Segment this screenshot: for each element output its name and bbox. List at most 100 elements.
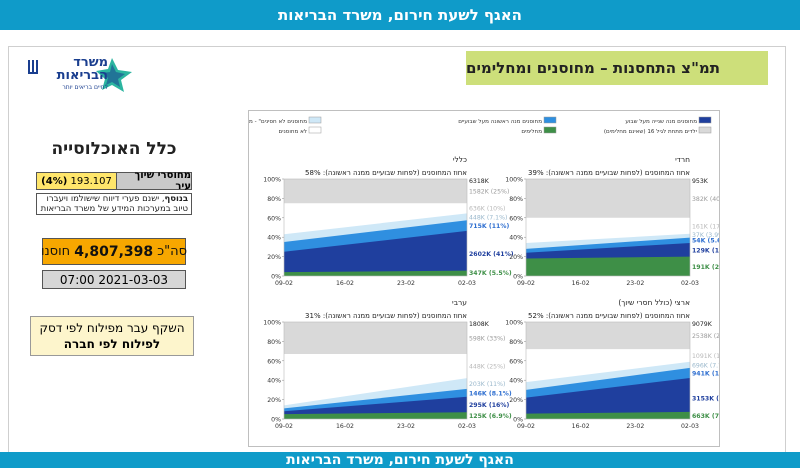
data-label: 953K: [692, 178, 709, 185]
total-vaccinated: סה"כ 4,807,398 חוסנו: [41, 238, 188, 265]
y-tick-label: 20%: [267, 254, 281, 261]
chart-title: ארצי (כולל חסרי שיוך): [618, 298, 690, 307]
x-tick-label: 09-02: [275, 280, 293, 287]
slide-frame: [8, 46, 786, 453]
legend-label: "מחוסנים לא חסינים" - מנה ראשונה עד שבוע…: [249, 118, 307, 125]
x-tick-label: 16-02: [572, 280, 590, 287]
chart-subtitle: אחוז המחוסנים (לפחות שבועיים ממנה ראשונה…: [305, 312, 467, 320]
area-band: [526, 256, 690, 276]
x-tick-label: 23-02: [397, 423, 415, 430]
y-tick-label: 60%: [267, 215, 281, 222]
legend-label: ילדים מתחת לגיל 16 (שאינם מחלימים): [604, 128, 697, 135]
x-tick-label: 02-03: [458, 280, 476, 287]
y-tick-label: 0%: [513, 274, 523, 281]
data-label: 1091K (12%): [692, 353, 719, 360]
total-prefix: סה"כ: [157, 244, 188, 259]
data-label: 715K (11%): [469, 223, 510, 230]
data-label: 448K (25%): [469, 364, 505, 371]
data-label: 125K (6.9%): [469, 413, 512, 420]
legend-swatch: [543, 116, 557, 124]
population-heading: כלל האוכלוסייה: [51, 139, 177, 159]
data-label: 129K (14%): [692, 247, 719, 254]
x-tick-label: 23-02: [626, 423, 644, 430]
y-tick-label: 20%: [509, 254, 523, 261]
data-label: 161K (17%): [692, 224, 719, 231]
x-tick-label: 02-03: [458, 423, 476, 430]
chart-subtitle: אחוז המחוסנים (לפחות שבועיים ממנה ראשונה…: [528, 169, 690, 177]
area-band: [284, 230, 467, 276]
legend-swatch: [308, 126, 322, 134]
footer-bar: האגף לשעת חירום, משרד הבריאות: [0, 452, 800, 468]
unassigned-label: מחוסרי שיוך עיר: [116, 170, 192, 192]
x-tick-label: 16-02: [336, 280, 354, 287]
report-date: 07:00 2021-03-03: [42, 270, 186, 289]
x-tick-label: 09-02: [517, 280, 535, 287]
page-title-text: תמ"צ התחסנות – מחוסנים ומחלימים: [466, 59, 721, 77]
data-label: 146K (8.1%): [469, 390, 512, 397]
y-tick-label: 60%: [509, 358, 523, 365]
notice-line2: לפילוח לפי חברה: [63, 337, 161, 351]
logo-wordmark: משרד הבריאות: [40, 56, 108, 82]
y-tick-label: 0%: [271, 417, 281, 424]
ministry-logo-icon: [28, 58, 132, 92]
x-tick-label: 23-02: [626, 280, 644, 287]
area-band: [526, 411, 690, 419]
logo-line1: משרד: [73, 55, 108, 70]
x-tick-label: 02-03: [681, 280, 699, 287]
data-label: 1582K (25%): [469, 189, 509, 196]
y-tick-label: 100%: [263, 320, 281, 327]
x-tick-label: 09-02: [275, 423, 293, 430]
y-tick-label: 0%: [513, 417, 523, 424]
y-tick-label: 40%: [509, 378, 523, 385]
data-label: 2538K (28%): [692, 333, 719, 340]
logo-tagline: לחיים בריאים יותר: [62, 84, 108, 91]
y-tick-label: 80%: [267, 196, 281, 203]
y-tick-label: 100%: [505, 177, 523, 184]
x-tick-label: 02-03: [681, 423, 699, 430]
chart-title: ערבי: [452, 298, 467, 307]
y-tick-label: 20%: [267, 397, 281, 404]
y-tick-label: 80%: [509, 339, 523, 346]
area-band: [284, 270, 467, 276]
legend-label: לא מחוסנים: [278, 128, 307, 135]
y-tick-label: 80%: [509, 196, 523, 203]
data-label: 636K (10%): [469, 206, 505, 213]
chart-subtitle: אחוז המחוסנים (לפחות שבועיים ממנה ראשונה…: [305, 169, 467, 177]
chart-title: חרדי: [675, 155, 690, 164]
data-label: 941K (10%): [692, 370, 719, 377]
page-title: תמ"צ התחסנות – מחוסנים ומחלימים: [466, 51, 768, 85]
legend-swatch: [698, 126, 712, 134]
breakdown-notice: השקף עבר מפילוח לפי דסק לפילוח לפי חברה: [30, 316, 194, 356]
data-label: 448K (7.1%): [469, 214, 507, 221]
data-label: 2602K (41%): [469, 251, 514, 258]
charts-svg: מחוסנים מנה שנייה מעל שבוע מחוסנים מנה רא…: [192, 116, 737, 430]
y-tick-label: 40%: [267, 235, 281, 242]
note-bold: בנוסף: [164, 194, 188, 204]
footer-title: האגף לשעת חירום, משרד הבריאות: [286, 452, 514, 468]
chart-title: כללי: [453, 155, 467, 164]
unassigned-pct: (4%): [41, 175, 68, 187]
data-label: 696K (7.7%): [692, 363, 719, 370]
data-label: 1808K: [469, 321, 490, 328]
data-label: 382K (40%): [692, 196, 719, 203]
notice-line1: השקף עבר מפילוח לפי דסק: [39, 321, 185, 335]
data-label: 3153K (35%): [692, 396, 719, 403]
legend-swatch: [543, 126, 557, 134]
data-label: 191K (20%): [692, 264, 719, 271]
plot-area: [525, 178, 691, 277]
logo-line2: הבריאות: [56, 68, 108, 83]
data-label: 663K (7.3%): [692, 413, 719, 420]
plot-area: [283, 321, 468, 420]
legend-label: מחלימים: [521, 128, 542, 135]
area-band: [284, 412, 467, 419]
x-tick-label: 23-02: [397, 280, 415, 287]
legend-swatch: [308, 116, 322, 124]
y-tick-label: 20%: [509, 397, 523, 404]
y-tick-label: 40%: [267, 378, 281, 385]
data-label: 295K (16%): [469, 402, 510, 409]
legend-label: מחוסנים מנה שנייה מעל שבוע: [625, 118, 697, 125]
area-band: [526, 377, 690, 419]
y-tick-label: 60%: [267, 358, 281, 365]
unassigned-value: 193.107: [70, 175, 112, 187]
y-tick-label: 40%: [509, 235, 523, 242]
